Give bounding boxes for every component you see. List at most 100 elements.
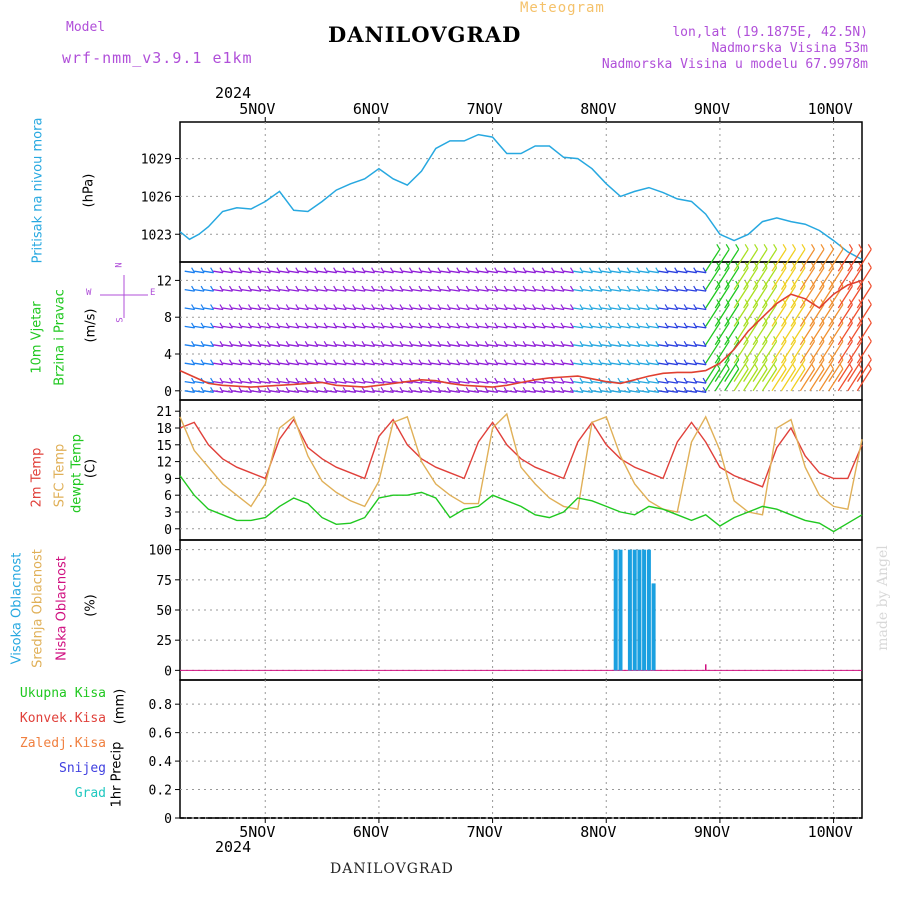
wind-barb xyxy=(771,340,787,364)
wind-barb xyxy=(307,307,318,311)
wind-barb xyxy=(535,270,546,274)
wind-barb xyxy=(818,267,834,290)
wind-barb xyxy=(733,285,749,309)
wind-barb xyxy=(241,325,252,329)
wind-barb xyxy=(591,307,602,311)
wind-barb xyxy=(279,270,290,274)
wind-barb xyxy=(563,390,574,393)
temp-line-1 xyxy=(179,412,863,516)
ytick-label-pressure-2: 1029 xyxy=(141,153,172,168)
wind-barb xyxy=(620,307,631,311)
wind-barb xyxy=(658,325,669,329)
wind-barb xyxy=(591,288,602,292)
wind-barb xyxy=(620,362,631,366)
wind-barb-flag xyxy=(560,267,565,274)
wind-barb-flag xyxy=(389,267,395,274)
wind-barb xyxy=(203,362,214,366)
wind-barb xyxy=(232,380,243,384)
wind-barb-flag xyxy=(285,340,290,347)
wind-barb xyxy=(582,344,593,347)
wind-barb xyxy=(374,270,385,274)
wind-barb-flag xyxy=(702,267,707,274)
wind-barb xyxy=(269,390,280,393)
wind-barb-flag xyxy=(754,262,759,269)
wind-barb xyxy=(563,288,574,292)
wind-barb-flag xyxy=(285,285,290,292)
wind-barb xyxy=(307,362,318,366)
wind-barb xyxy=(449,307,460,311)
wind-barb xyxy=(620,288,631,292)
wind-barb-flag xyxy=(541,267,546,274)
wind-barb-flag xyxy=(503,377,508,384)
wind-barb-flag xyxy=(361,340,366,347)
wind-barb xyxy=(573,344,584,347)
temp-units: (C) xyxy=(83,458,99,479)
wind-barb xyxy=(714,267,730,290)
wind-barb xyxy=(554,307,565,311)
wind-barb-flag xyxy=(295,359,300,366)
wind-barb-flag xyxy=(257,359,262,366)
wind-barb-flag xyxy=(569,377,575,384)
footer-station: DANILOVGRAD xyxy=(330,861,454,877)
wind-barb-flag xyxy=(352,340,357,347)
compass-east: E xyxy=(150,288,156,298)
wind-barb xyxy=(724,248,740,272)
wind-barb-flag xyxy=(380,285,385,292)
wind-barb-flag xyxy=(418,285,423,292)
wind-barb-flag xyxy=(532,304,537,310)
wind-barb xyxy=(752,368,768,392)
wind-barb-flag xyxy=(456,377,461,384)
cloud-bar-0-4 xyxy=(637,549,642,671)
ytick-label-precip-0: 0 xyxy=(164,812,172,827)
wind-barb xyxy=(601,344,612,347)
wind-barb xyxy=(761,285,778,309)
wind-barb-flag xyxy=(333,304,338,310)
wind-barb-flag xyxy=(484,359,489,366)
wind-barb-flag xyxy=(645,304,650,310)
wind-barb-flag xyxy=(446,322,451,329)
wind-barb-flag xyxy=(266,359,271,366)
wind-barb-flag xyxy=(304,386,309,393)
wind-barb-flag xyxy=(389,359,395,366)
wind-barb xyxy=(468,390,479,393)
wind-barb xyxy=(383,325,394,329)
wind-barb-flag xyxy=(210,267,215,274)
wind-barb xyxy=(364,288,375,292)
wind-barb-flag xyxy=(645,386,650,393)
wind-barb-flag xyxy=(389,340,395,347)
wind-barb xyxy=(535,362,546,366)
temp-line-0 xyxy=(179,418,863,488)
wind-barb-flag xyxy=(446,267,451,274)
bottom-year: 2024 xyxy=(215,838,252,856)
pressure-title: Pritisak na nivou mora xyxy=(30,117,46,264)
wind-barb xyxy=(544,270,555,274)
wind-barb xyxy=(184,380,195,384)
wind-barb xyxy=(629,307,640,311)
wind-barb xyxy=(677,325,688,329)
wind-barb-flag xyxy=(754,243,759,250)
wind-barb-flag xyxy=(588,285,594,292)
wind-barb-flag xyxy=(645,285,650,292)
wind-barb xyxy=(733,340,749,364)
wind-barb xyxy=(487,270,498,274)
compass-north: N xyxy=(114,262,125,268)
temp-dewpt-title: dewpt Temp xyxy=(69,434,85,514)
wind-barb xyxy=(554,344,565,347)
cloud-mid-title: Srednja Oblacnost xyxy=(30,549,46,668)
wind-barb-flag xyxy=(607,322,612,329)
wind-barb-flag xyxy=(522,285,527,292)
wind-barb xyxy=(336,288,347,292)
wind-barb xyxy=(525,307,536,311)
wind-barb xyxy=(601,325,612,329)
wind-barb-flag xyxy=(541,322,546,329)
top-date-label-0: 5NOV xyxy=(239,100,276,118)
wind-barb xyxy=(724,359,740,382)
ytick-label-temperature-1: 3 xyxy=(164,506,172,521)
wind-barb-flag xyxy=(352,386,357,393)
wind-barb-flag xyxy=(579,377,584,384)
wind-barb xyxy=(336,307,347,311)
wind-barb-flag xyxy=(456,285,461,292)
wind-barb xyxy=(402,307,413,311)
wind-barb-flag xyxy=(219,285,224,292)
